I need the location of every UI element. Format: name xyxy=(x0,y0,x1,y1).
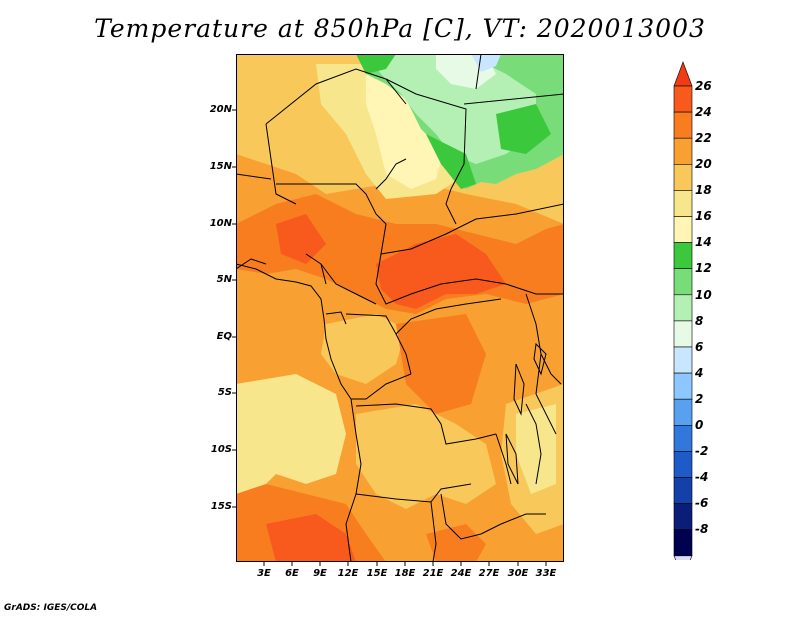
cbar-label-16: 16 xyxy=(695,209,712,223)
field-22-24-central xyxy=(396,314,486,414)
field-18-20-nw xyxy=(256,94,326,164)
cbar-label-neg8: -8 xyxy=(695,522,709,536)
cbar-segment-8 xyxy=(673,268,693,296)
cbar-label-14: 14 xyxy=(695,235,712,249)
lon-label-3e: 3E xyxy=(257,568,271,579)
cbar-segment-11 xyxy=(673,346,693,374)
cbar-label-10: 10 xyxy=(695,288,712,302)
lon-label-33e: 33E xyxy=(535,568,557,579)
lat-label-10s: 10S xyxy=(210,444,232,455)
cbar-arrow-bottom xyxy=(673,555,693,560)
field-18-20-central xyxy=(321,314,406,384)
lon-label-18e: 18E xyxy=(394,568,416,579)
country-borders xyxy=(236,54,564,562)
coastline xyxy=(236,263,352,400)
field-12-14-c xyxy=(356,54,396,74)
lon-label-12e: 12E xyxy=(337,568,359,579)
field-24-26-west xyxy=(276,214,326,264)
cbar-segment-13 xyxy=(673,398,693,426)
temperature-field xyxy=(236,54,564,562)
cbar-label-2: 2 xyxy=(695,392,704,406)
cbar-label-20: 20 xyxy=(695,157,712,171)
field-24-26-south xyxy=(266,514,356,562)
field-4-6 xyxy=(471,54,501,72)
lon-label-21e: 21E xyxy=(422,568,444,579)
lon-label-9e: 9E xyxy=(313,568,327,579)
lat-label-10n: 10N xyxy=(209,218,232,229)
cbar-arrow-top xyxy=(673,61,693,87)
lon-label-24e: 24E xyxy=(450,568,472,579)
map-title: Temperature at 850hPa [C], VT: 202001300… xyxy=(94,14,706,43)
cbar-segment-10 xyxy=(673,320,693,348)
field-12-14-a xyxy=(426,134,476,189)
lon-label-15e: 15E xyxy=(366,568,388,579)
lon-ticks xyxy=(263,562,547,566)
lakes xyxy=(505,342,547,485)
cbar-segment-7 xyxy=(673,242,693,270)
cbar-segment-12 xyxy=(673,372,693,400)
field-8-10 xyxy=(366,54,536,164)
cbar-label-0: 0 xyxy=(695,418,704,432)
field-16-18-se xyxy=(516,404,556,494)
field-22-24-se xyxy=(426,524,486,562)
cbar-label-4: 4 xyxy=(695,366,704,380)
lat-label-5n: 5N xyxy=(216,274,232,285)
field-12-14-b xyxy=(496,104,551,154)
field-18-20-south xyxy=(356,404,496,509)
lat-label-15n: 15N xyxy=(209,161,232,172)
cbar-label-18: 18 xyxy=(695,183,712,197)
lat-label-15s: 15S xyxy=(210,501,232,512)
lat-ticks xyxy=(232,109,236,508)
cbar-segment-9 xyxy=(673,294,693,322)
lon-label-6e: 6E xyxy=(285,568,299,579)
colorbar xyxy=(673,61,693,560)
cbar-segment-6 xyxy=(673,216,693,243)
cbar-label-8: 8 xyxy=(695,314,704,328)
field-16-18-sw xyxy=(236,374,346,494)
cbar-segment-2 xyxy=(673,111,693,139)
cbar-label-26: 26 xyxy=(695,79,712,93)
cbar-label-neg4: -4 xyxy=(695,470,709,484)
cbar-label-22: 22 xyxy=(695,131,712,145)
cbar-label-neg2: -2 xyxy=(695,444,709,458)
cbar-segment-14 xyxy=(673,424,693,452)
cbar-segment-15 xyxy=(673,451,693,478)
cbar-label-6: 6 xyxy=(695,340,704,354)
cbar-segment-1 xyxy=(673,85,693,113)
temperature-map xyxy=(236,54,564,562)
lat-label-5s: 5S xyxy=(217,387,232,398)
cbar-label-24: 24 xyxy=(695,105,712,119)
lon-label-30e: 30E xyxy=(507,568,529,579)
cbar-segment-5 xyxy=(673,190,693,217)
lon-label-27e: 27E xyxy=(478,568,500,579)
cbar-label-12: 12 xyxy=(695,261,712,275)
cbar-segment-16 xyxy=(673,477,693,504)
cbar-segment-4 xyxy=(673,164,693,191)
footer-credit: GrADS: IGES/COLA xyxy=(4,603,98,613)
cbar-segment-18 xyxy=(673,529,693,557)
lat-label-eq: EQ xyxy=(216,331,232,342)
cbar-segment-17 xyxy=(673,503,693,531)
field-24-26-north xyxy=(376,234,506,309)
cbar-segment-3 xyxy=(673,137,693,165)
lat-label-20n: 20N xyxy=(209,104,232,115)
map-border xyxy=(236,54,564,562)
cbar-label-neg6: -6 xyxy=(695,496,709,510)
